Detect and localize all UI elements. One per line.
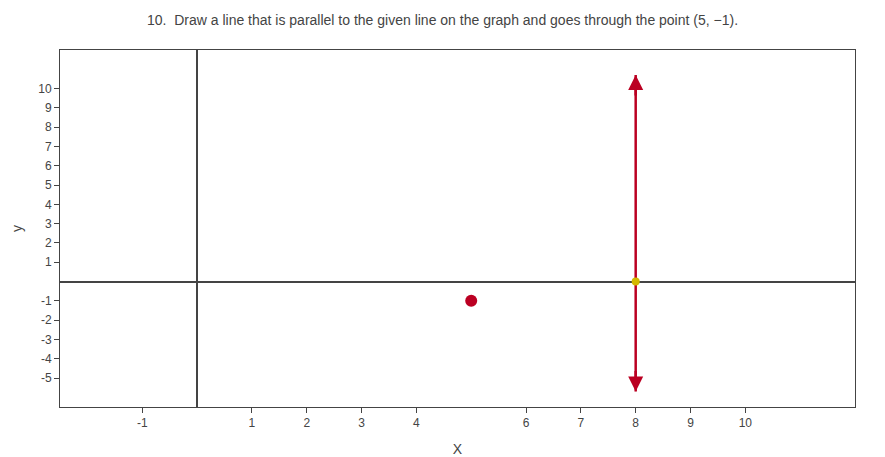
svg-text:7: 7 <box>45 140 52 154</box>
svg-text:-1: -1 <box>41 294 52 308</box>
svg-text:9: 9 <box>687 416 694 430</box>
svg-text:-2: -2 <box>41 313 52 327</box>
svg-text:8: 8 <box>632 416 639 430</box>
svg-text:-5: -5 <box>41 371 52 385</box>
svg-text:X: X <box>453 441 463 457</box>
svg-text:10. Draw a line that is paral: 10. Draw a line that is parallel to the … <box>147 12 738 28</box>
svg-text:3: 3 <box>45 217 52 231</box>
svg-text:3: 3 <box>358 416 365 430</box>
svg-text:6: 6 <box>45 159 52 173</box>
svg-text:2: 2 <box>45 236 52 250</box>
svg-text:5: 5 <box>45 178 52 192</box>
svg-text:1: 1 <box>249 416 256 430</box>
svg-text:8: 8 <box>45 120 52 134</box>
svg-text:-1: -1 <box>137 416 148 430</box>
svg-text:7: 7 <box>578 416 585 430</box>
svg-text:4: 4 <box>413 416 420 430</box>
svg-text:6: 6 <box>523 416 530 430</box>
svg-text:1: 1 <box>45 255 52 269</box>
svg-text:2: 2 <box>303 416 310 430</box>
svg-text:10: 10 <box>739 416 753 430</box>
svg-text:y: y <box>9 225 25 232</box>
svg-text:-3: -3 <box>41 333 52 347</box>
svg-text:10: 10 <box>38 82 52 96</box>
svg-text:9: 9 <box>45 101 52 115</box>
svg-text:-4: -4 <box>41 352 52 366</box>
svg-text:4: 4 <box>45 198 52 212</box>
